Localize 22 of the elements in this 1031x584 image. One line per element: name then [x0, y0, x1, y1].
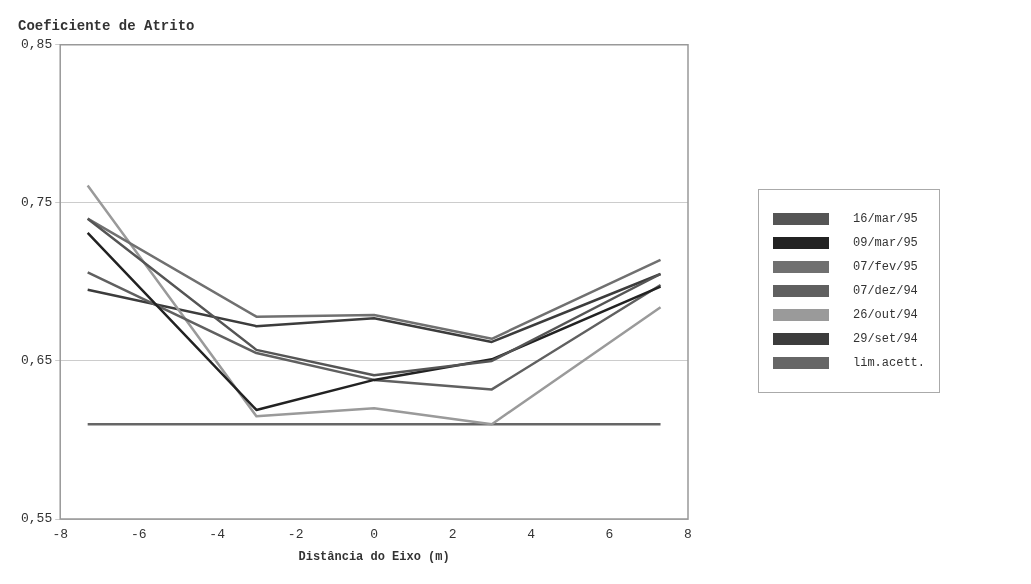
legend-label: lim.acett.: [853, 355, 926, 370]
x-tick-label: 4: [527, 527, 536, 543]
x-tick-label: -6: [130, 527, 147, 543]
x-tick-label: -8: [52, 527, 69, 543]
y-tick-label: 0,85: [20, 37, 53, 53]
x-tick-label: -2: [287, 527, 304, 543]
y-tick-label: 0,65: [20, 353, 53, 369]
legend-label: 26/out/94: [853, 307, 918, 322]
x-tick-label: 2: [448, 527, 457, 543]
chart-title: Coeficiente de Atrito: [18, 17, 195, 34]
legend-label: 29/set/94: [853, 331, 918, 346]
x-axis-title: Distância do Eixo (m): [298, 549, 450, 564]
legend-label: 16/mar/95: [853, 211, 918, 226]
legend-label: 09/mar/95: [853, 235, 918, 250]
legend-label: 07/fev/95: [853, 259, 918, 274]
x-tick-label: 8: [684, 527, 692, 543]
x-tick-label: 6: [605, 527, 614, 543]
x-tick-label: -4: [209, 527, 226, 543]
x-tick-label: 0: [370, 527, 379, 543]
y-tick-label: 0,75: [20, 195, 53, 211]
legend-label: 07/dez/94: [853, 283, 918, 298]
y-tick-label: 0,55: [20, 511, 53, 527]
